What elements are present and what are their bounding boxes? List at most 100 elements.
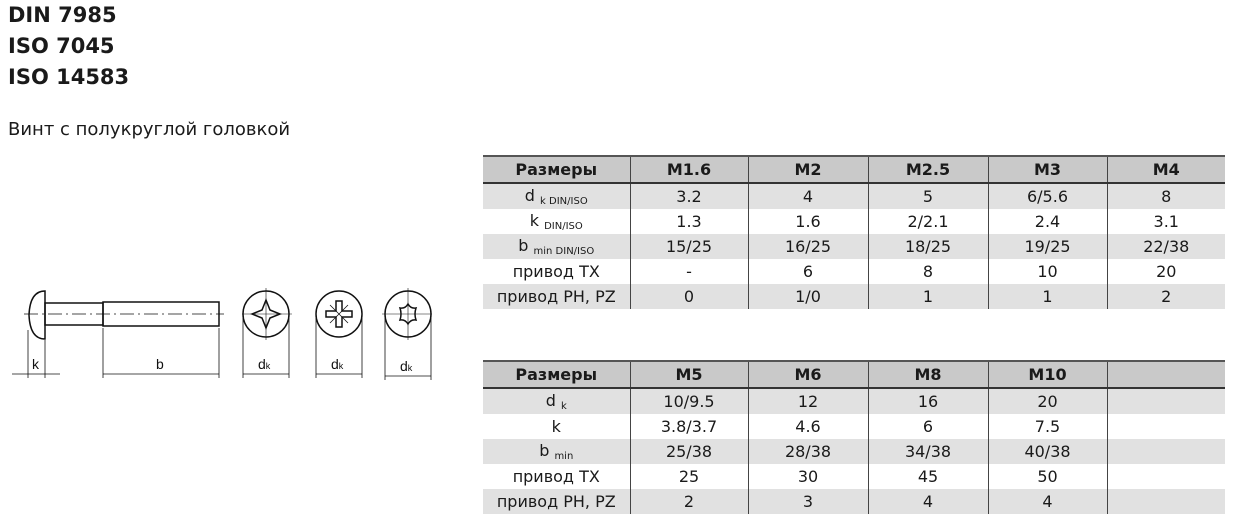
label-dk-3: dk xyxy=(400,358,413,374)
table-cell: 16 xyxy=(867,388,989,414)
table-cell: 28/38 xyxy=(747,439,869,464)
table-cell: 20 xyxy=(987,388,1108,414)
pozidriv-head-view xyxy=(315,290,363,378)
standard-iso-14583: ISO 14583 xyxy=(8,65,130,89)
header-cell: M8 xyxy=(867,360,989,389)
table-cell: 4 xyxy=(987,489,1108,514)
table-cell: 3.2 xyxy=(629,183,749,209)
table-row: привод PH, PZ 0 1/0 1 1 2 xyxy=(483,284,1225,309)
standard-iso-7045: ISO 7045 xyxy=(8,34,115,58)
table-cell xyxy=(1106,414,1225,439)
row-label: k DIN/ISO xyxy=(483,209,631,234)
table-cell: - xyxy=(629,259,749,284)
label-b: b xyxy=(156,356,164,372)
table-cell: 25 xyxy=(629,464,749,489)
header-cell xyxy=(1106,360,1225,389)
table-cell: 15/25 xyxy=(629,234,749,259)
table-cell: 1.3 xyxy=(629,209,749,234)
table-cell: 2 xyxy=(1106,284,1225,309)
table-cell: 2/2.1 xyxy=(867,209,989,234)
table-cell: 2.4 xyxy=(987,209,1108,234)
label-dk-1: dk xyxy=(258,356,271,372)
table-cell xyxy=(1106,464,1225,489)
row-label: d k xyxy=(483,388,631,414)
table-cell xyxy=(1106,388,1225,414)
table-cell: 8 xyxy=(867,259,989,284)
header-cell: M10 xyxy=(987,360,1108,389)
dimensions-table-m1.6-m4: Размеры M1.6 M2 M2.5 M3 M4 d k DIN/ISO 3.2 4 5 6/5… xyxy=(483,155,1225,309)
phillips-head-view xyxy=(242,288,292,378)
table-cell: 3.1 xyxy=(1106,209,1225,234)
table-cell: 1 xyxy=(867,284,989,309)
table-cell: 4 xyxy=(867,489,989,514)
table-cell: 16/25 xyxy=(747,234,869,259)
table-cell: 6 xyxy=(747,259,869,284)
table-cell: 1 xyxy=(987,284,1108,309)
table-cell: 18/25 xyxy=(867,234,989,259)
table-cell: 8 xyxy=(1106,183,1225,209)
table-cell: 1/0 xyxy=(747,284,869,309)
header-cell: M3 xyxy=(987,155,1108,184)
row-label: привод PH, PZ xyxy=(483,489,631,514)
table-cell: 20 xyxy=(1106,259,1225,284)
row-label: b min xyxy=(483,439,631,464)
table-cell: 0 xyxy=(629,284,749,309)
standard-din-7985: DIN 7985 xyxy=(8,3,117,27)
table-cell: 50 xyxy=(987,464,1108,489)
row-label: b min DIN/ISO xyxy=(483,234,631,259)
table-cell: 40/38 xyxy=(987,439,1108,464)
table-row: d k 10/9.5 12 16 20 xyxy=(483,388,1225,414)
header-cell: M1.6 xyxy=(629,155,749,184)
table-cell: 1.6 xyxy=(747,209,869,234)
header-cell: M4 xyxy=(1106,155,1225,184)
screw-drawing: k b dk dk dk xyxy=(12,288,432,380)
table-cell: 6/5.6 xyxy=(987,183,1108,209)
table-cell: 30 xyxy=(747,464,869,489)
table-cell: 45 xyxy=(867,464,989,489)
table-cell: 5 xyxy=(867,183,989,209)
table-cell: 6 xyxy=(867,414,989,439)
table-cell: 22/38 xyxy=(1106,234,1225,259)
row-label: привод PH, PZ xyxy=(483,284,631,309)
table-cell: 3 xyxy=(747,489,869,514)
table-row: k 3.8/3.7 4.6 6 7.5 xyxy=(483,414,1225,439)
table-cell: 12 xyxy=(747,388,869,414)
table-row: привод PH, PZ 2 3 4 4 xyxy=(483,489,1225,514)
header-cell: M2.5 xyxy=(867,155,989,184)
table-cell xyxy=(1106,489,1225,514)
header-cell: Размеры xyxy=(483,360,631,389)
row-label: привод TX xyxy=(483,464,631,489)
table-cell: 19/25 xyxy=(987,234,1108,259)
table-cell: 2 xyxy=(629,489,749,514)
table-row: b min DIN/ISO 15/25 16/25 18/25 19/25 22/38 xyxy=(483,234,1225,259)
table-row: b min 25/38 28/38 34/38 40/38 xyxy=(483,439,1225,464)
header-cell: M5 xyxy=(629,360,749,389)
table-cell: 10 xyxy=(987,259,1108,284)
table-cell: 3.8/3.7 xyxy=(629,414,749,439)
header-cell: Размеры xyxy=(483,155,631,184)
table-cell: 10/9.5 xyxy=(629,388,749,414)
table-row: привод TX 25 30 45 50 xyxy=(483,464,1225,489)
table-cell: 4.6 xyxy=(747,414,869,439)
row-label: привод TX xyxy=(483,259,631,284)
table-cell: 4 xyxy=(747,183,869,209)
row-label: k xyxy=(483,414,631,439)
label-dk-2: dk xyxy=(331,356,344,372)
subtitle: Винт с полукруглой головкой xyxy=(8,119,291,140)
header-cell: M6 xyxy=(747,360,869,389)
row-label: d k DIN/ISO xyxy=(483,183,631,209)
table-row: k DIN/ISO 1.3 1.6 2/2.1 2.4 3.1 xyxy=(483,209,1225,234)
torx-head-view xyxy=(382,288,432,380)
header-cell: M2 xyxy=(747,155,869,184)
table-cell xyxy=(1106,439,1225,464)
table-cell: 7.5 xyxy=(987,414,1108,439)
label-k: k xyxy=(32,356,40,372)
screw-side-view xyxy=(12,290,224,378)
header-row: Размеры M1.6 M2 M2.5 M3 M4 xyxy=(483,155,1225,184)
table-row: привод TX -6 8 10 20 xyxy=(483,259,1225,284)
table-cell: 25/38 xyxy=(629,439,749,464)
header-row: Размеры M5 M6 M8 M10 xyxy=(483,360,1225,389)
table-cell: 34/38 xyxy=(867,439,989,464)
table-row: d k DIN/ISO 3.2 4 5 6/5.6 8 xyxy=(483,183,1225,209)
dimensions-table-m5-m10: Размеры M5 M6 M8 M10 d k 10/9.5 12 16 20 k 3.8/3.7 4… xyxy=(483,360,1225,514)
